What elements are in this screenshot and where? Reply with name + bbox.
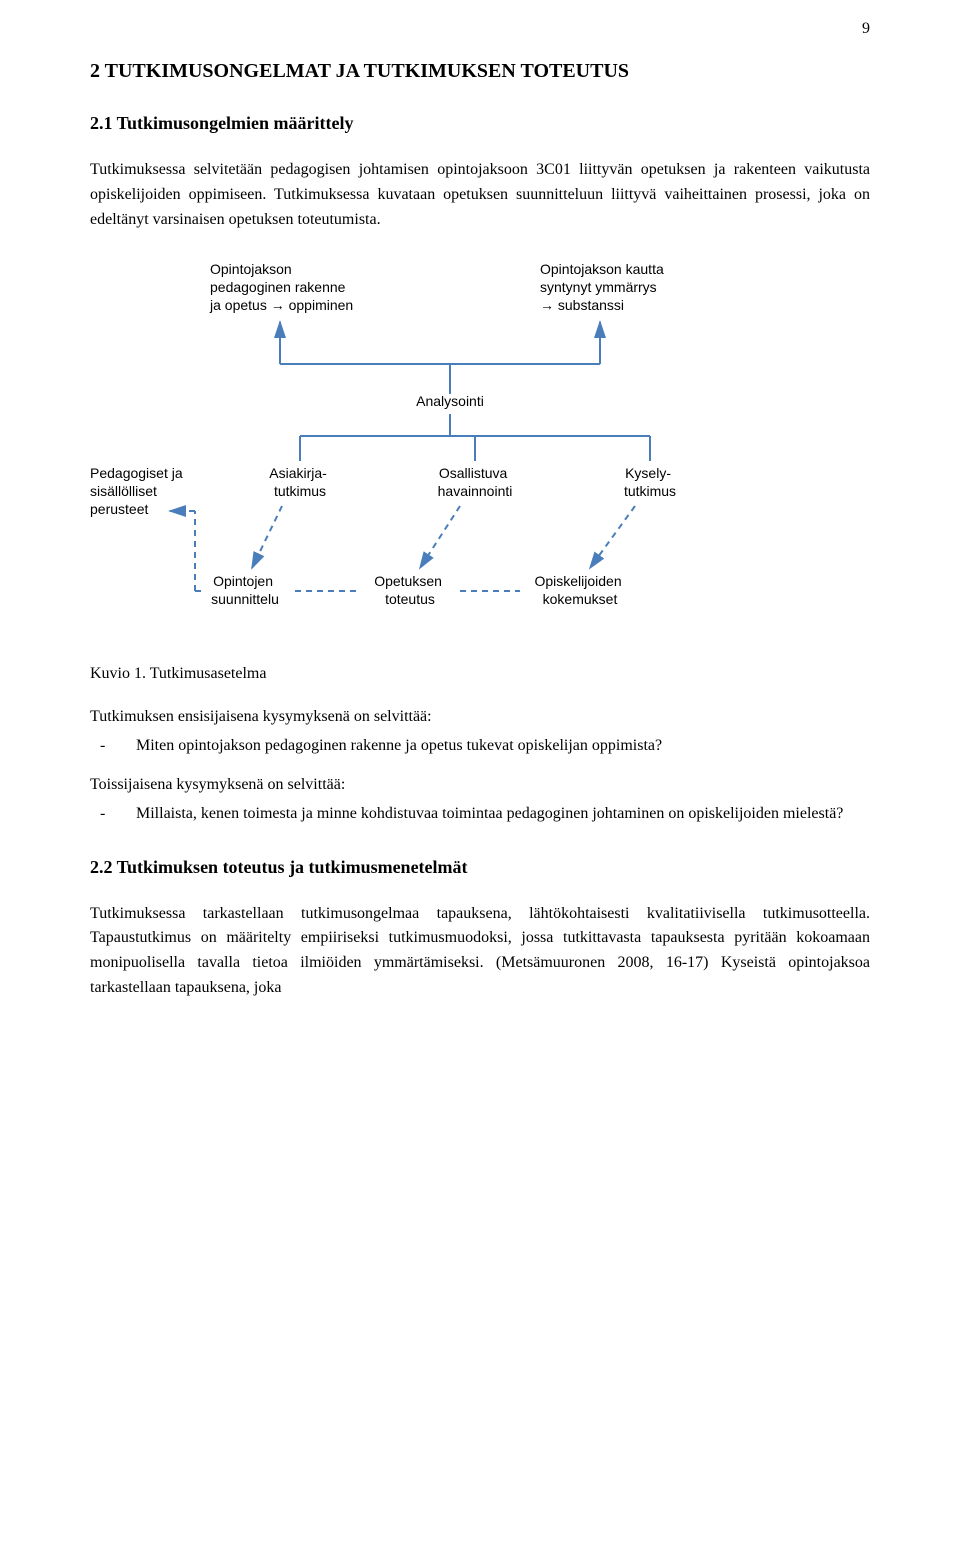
page-number: 9 bbox=[862, 20, 870, 38]
node-top-right: Opintojakson kautta syntynyt ymmärrys → … bbox=[540, 261, 668, 313]
intro-paragraph: Tutkimuksessa selvitetään pedagogisen jo… bbox=[90, 158, 870, 232]
figure-1-caption: Kuvio 1. Tutkimusasetelma bbox=[90, 665, 870, 683]
node-bottom-2: Opetuksen toteutus bbox=[374, 573, 446, 607]
node-analysis: Analysointi bbox=[416, 393, 484, 409]
node-side-left: Pedagogiset ja sisällölliset perusteet bbox=[90, 465, 187, 517]
para-2-2: Tutkimuksessa tarkastellaan tutkimusonge… bbox=[90, 902, 870, 1001]
section-title: 2 TUTKIMUSONGELMAT JA TUTKIMUKSEN TOTEUT… bbox=[90, 60, 870, 83]
node-method-1: Asiakirja- tutkimus bbox=[269, 465, 330, 499]
secondary-question-lead: Toissijaisena kysymyksenä on selvittää: bbox=[90, 773, 870, 798]
secondary-question-item: Millaista, kenen toimesta ja minne kohdi… bbox=[90, 802, 870, 827]
primary-question-lead: Tutkimuksen ensisijaisena kysymyksenä on… bbox=[90, 705, 870, 730]
primary-question-item: Miten opintojakson pedagoginen rakenne j… bbox=[90, 734, 870, 759]
node-bottom-3: Opiskelijoiden kokemukset bbox=[534, 573, 625, 607]
subsection-2-1-title: 2.1 Tutkimusongelmien määrittely bbox=[90, 113, 870, 134]
subsection-2-2-title: 2.2 Tutkimuksen toteutus ja tutkimusmene… bbox=[90, 857, 870, 878]
node-method-3: Kysely- tutkimus bbox=[624, 465, 676, 499]
node-bottom-1: Opintojen suunnittelu bbox=[211, 573, 279, 607]
figure-1-diagram: Opintojakson pedagoginen rakenne ja opet… bbox=[90, 256, 870, 641]
node-method-2: Osallistuva havainnointi bbox=[438, 465, 513, 499]
node-top-left: Opintojakson pedagoginen rakenne ja opet… bbox=[209, 261, 353, 313]
